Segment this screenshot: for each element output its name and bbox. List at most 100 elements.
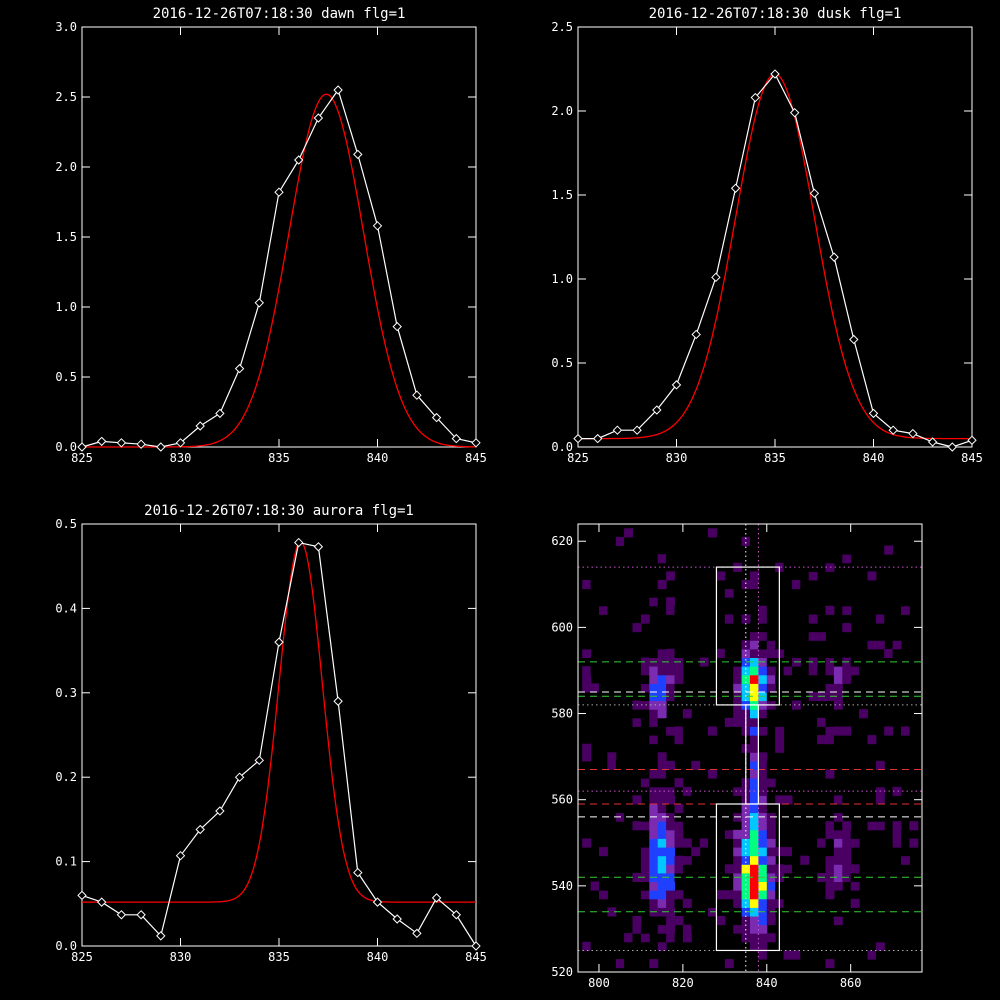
heatmap-cell (607, 829, 617, 839)
heatmap-cell (733, 614, 743, 624)
heatmap-cell (842, 829, 852, 839)
heatmap-cell (674, 786, 684, 796)
heatmap-cell (674, 855, 684, 865)
heatmap-cell (758, 580, 768, 590)
heatmap-cell (750, 760, 759, 770)
heatmap-cell (657, 760, 667, 770)
heatmap-cell (750, 709, 759, 719)
data-point (770, 69, 780, 79)
heatmap-cell (867, 614, 877, 624)
heatmap-cell (875, 804, 885, 814)
heatmap-cell (758, 847, 768, 857)
heatmap-cell (682, 950, 692, 960)
heatmap-cell (783, 554, 793, 564)
heatmap-cell (599, 717, 608, 727)
heatmap-cell (624, 614, 633, 624)
heatmap-cell (724, 847, 734, 857)
heatmap-cell (758, 640, 768, 650)
y-tick-label: 0.5 (55, 370, 77, 384)
heatmap-cell (657, 924, 667, 934)
heatmap-cell (892, 631, 902, 641)
heatmap-cell (590, 623, 600, 633)
heatmap-cell (674, 898, 684, 908)
heatmap-cell (691, 545, 701, 555)
heatmap-cell (875, 760, 885, 770)
heatmap-cell (892, 786, 902, 796)
heatmap-cell (699, 941, 709, 951)
heatmap-cell (901, 847, 910, 857)
heatmap-cell (657, 890, 667, 900)
heatmap-cell (724, 890, 734, 900)
heatmap-cell (649, 959, 659, 969)
data-point (451, 433, 462, 444)
heatmap-cell (825, 605, 835, 615)
heatmap-cell (649, 898, 659, 908)
heatmap-cell (901, 554, 910, 564)
heatmap-cell (624, 959, 633, 969)
y-tick-label: 1.5 (551, 188, 573, 202)
heatmap-cell (666, 838, 675, 848)
x-tick-label: 820 (672, 976, 694, 990)
heatmap-cell (892, 735, 902, 745)
heatmap-cell (657, 933, 667, 943)
heatmap-cell (674, 838, 684, 848)
heatmap-cell (800, 907, 810, 917)
heatmap-cell (657, 683, 667, 693)
heatmap-cell (582, 941, 592, 951)
heatmap-cell (808, 657, 818, 667)
heatmap-cell (875, 614, 885, 624)
heatmap-cell (708, 855, 717, 865)
heatmap-cell (657, 597, 667, 607)
heatmap-cell (884, 924, 894, 934)
data-point (274, 187, 284, 197)
heatmap-cell (674, 726, 684, 736)
heatmap-cell (682, 752, 692, 762)
heatmap-cell (800, 726, 810, 736)
heatmap-cell (825, 683, 835, 693)
heatmap-cell (892, 648, 902, 658)
heatmap-cell (682, 864, 692, 874)
heatmap-cell (792, 580, 801, 590)
heatmap-cell (615, 666, 625, 676)
heatmap-cell (682, 735, 692, 745)
heatmap-cell (792, 847, 801, 857)
heatmap-cell (615, 760, 625, 770)
heatmap-cell (724, 786, 734, 796)
heatmap-cell (775, 717, 785, 727)
heatmap-cell (640, 907, 650, 917)
heatmap-cell (666, 717, 675, 727)
heatmap-cell (750, 941, 759, 951)
heatmap-cell (716, 554, 726, 564)
heatmap-cell (750, 933, 759, 943)
heatmap-cell (800, 959, 810, 969)
heatmap-cell (808, 959, 818, 969)
heatmap-cell (901, 648, 910, 658)
heatmap-cell (817, 795, 826, 805)
heatmap-cell (909, 571, 919, 581)
heatmap-cell (766, 528, 776, 538)
heatmap-cell (842, 941, 852, 951)
heatmap-cell (582, 786, 592, 796)
heatmap-cell (750, 657, 759, 667)
heatmap-cell (607, 640, 617, 650)
heatmap-cell (892, 640, 902, 650)
heatmap-cell (691, 743, 701, 753)
heatmap-cell (884, 804, 894, 814)
heatmap-cell (666, 666, 675, 676)
heatmap-cell (708, 580, 717, 590)
heatmap-cell (632, 924, 642, 934)
heatmap-cell (750, 640, 759, 650)
heatmap-cell (892, 588, 902, 598)
heatmap-cell (599, 855, 608, 865)
heatmap-cell (766, 881, 776, 891)
heatmap-cell (657, 795, 667, 805)
heatmap-cell (682, 709, 692, 719)
heatmap-cell (766, 674, 776, 684)
heatmap-cell (716, 752, 726, 762)
heatmap-cell (825, 855, 835, 865)
heatmap-cell (716, 959, 726, 969)
heatmap-cell (792, 614, 801, 624)
heatmap-cell (699, 597, 709, 607)
heatmap-cell (859, 812, 868, 822)
